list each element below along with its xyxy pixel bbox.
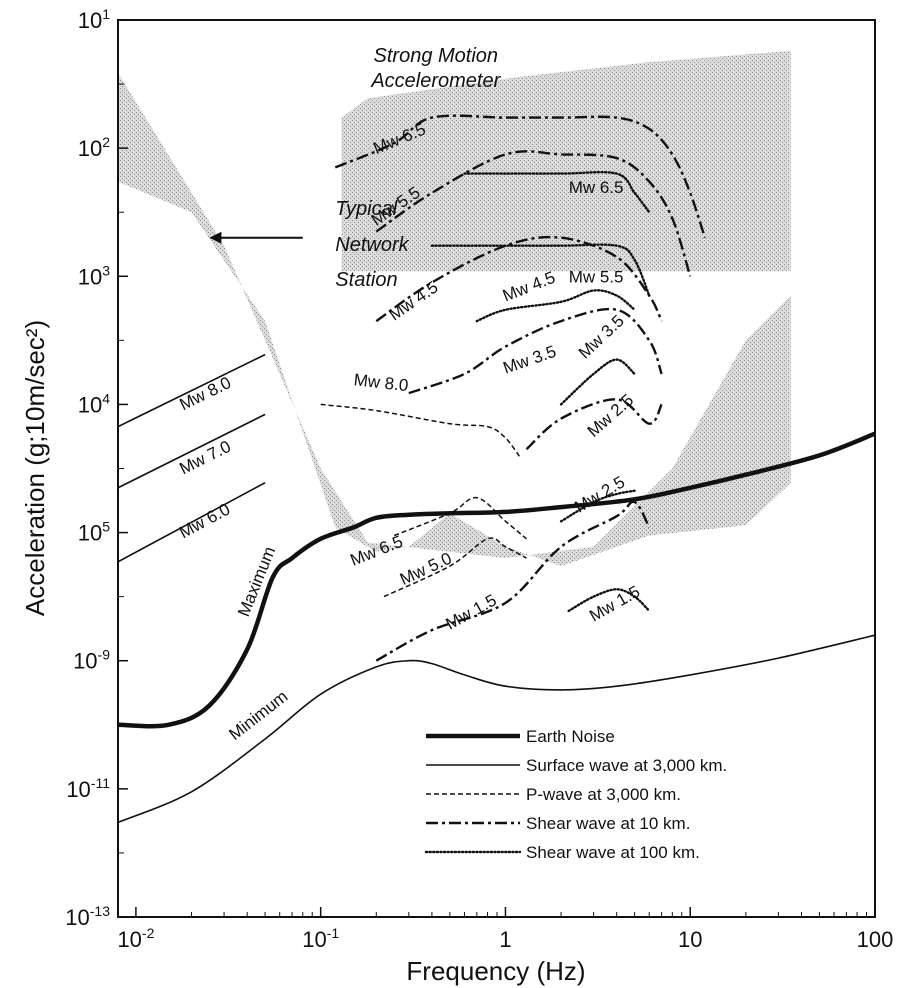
y-tick-label-7: 10-13 bbox=[65, 903, 110, 930]
series-mw-1-5-dotted-17 bbox=[567, 588, 651, 613]
legend-label-2: P-wave at 3,000 km. bbox=[526, 785, 681, 804]
y-tick-label-6: 10-11 bbox=[66, 775, 110, 802]
series-label-16: Mw 2.5 bbox=[571, 472, 628, 516]
legend-label-3: Shear wave at 10 km. bbox=[526, 814, 690, 833]
series-mw-5-5-dotted-13 bbox=[430, 243, 651, 297]
x-tick-label-3: 10 bbox=[678, 927, 702, 952]
noise-curve-minimum bbox=[118, 634, 875, 824]
y-tick-label-0: 101 bbox=[78, 6, 110, 33]
series-label-11: Mw 1.5 bbox=[443, 591, 500, 634]
arrow-head bbox=[209, 231, 222, 244]
series-mw-6-0-solid-2 bbox=[118, 481, 266, 563]
series-mw-1-5-dashdot-11 bbox=[375, 500, 651, 662]
legend-label-1: Surface wave at 3,000 km. bbox=[526, 756, 727, 775]
y-tick-label-1: 102 bbox=[78, 134, 110, 161]
y-tick-label-5: 10-9 bbox=[73, 647, 110, 674]
annotation-strong-motion: Strong Motion bbox=[374, 45, 499, 67]
axes: 10-2 10-1 1 10 10010110210310410510-910-1110… bbox=[65, 6, 893, 952]
y-tick-label-2: 103 bbox=[78, 262, 110, 289]
series-mw-4-5-dotted-14 bbox=[475, 289, 636, 323]
annotation-station: Station bbox=[335, 269, 397, 291]
series-mw-8-0-solid-0 bbox=[118, 353, 266, 428]
series-mw-3-5-dotted-15 bbox=[559, 358, 636, 406]
series-mw-6-5-dashdot-6 bbox=[334, 114, 707, 239]
x-tick-label-4: 100 bbox=[857, 927, 894, 952]
series-mw-4-5-dashdot-8 bbox=[375, 235, 663, 323]
annotation-accelerometer: Accelerometer bbox=[370, 70, 501, 92]
series-mw-5-5-dashdot-7 bbox=[375, 150, 692, 277]
series-label-12: Mw 6.5 bbox=[569, 178, 624, 197]
series-label-3: Mw 8.0 bbox=[353, 370, 410, 395]
series-label-15: Mw 3.5 bbox=[575, 311, 628, 362]
series-mw-5-0-dashed-5 bbox=[383, 537, 527, 598]
series-mw-6-5-dashed-4 bbox=[393, 496, 527, 540]
x-tick-label-1: 10-1 bbox=[302, 925, 339, 952]
series-label-10: Mw 2.5 bbox=[584, 390, 638, 441]
legend: Earth Noise Surface wave at 3,000 km. P-wa… bbox=[424, 727, 727, 862]
series-mw-2-5-dashdot-10 bbox=[525, 398, 663, 451]
series-label-5: Mw 5.0 bbox=[397, 549, 455, 589]
x-tick-label-2: 1 bbox=[499, 927, 511, 952]
annotation-minimum: Minimum bbox=[225, 687, 291, 744]
series-mw-3-5-dashdot-9 bbox=[408, 307, 663, 395]
series-label-13: Mw 5.5 bbox=[569, 268, 624, 287]
series-mw-8-0-dashed-3 bbox=[320, 403, 521, 458]
earth-noise-curves bbox=[118, 431, 875, 824]
wave-series bbox=[118, 114, 707, 662]
series-label-1: Mw 7.0 bbox=[176, 437, 234, 478]
noise-curve-maximum bbox=[118, 431, 875, 729]
series-label-9: Mw 3.5 bbox=[501, 342, 559, 378]
annotation-typical: Typical bbox=[335, 198, 397, 220]
y-axis-title: Acceleration (g;10m/sec²) bbox=[20, 320, 50, 616]
series-label-0: Mw 8.0 bbox=[177, 373, 235, 414]
series-label-14: Mw 4.5 bbox=[500, 268, 558, 306]
region-strong-motion-accelerometer bbox=[341, 50, 791, 272]
y-tick-label-3: 104 bbox=[78, 390, 110, 417]
y-tick-label-4: 105 bbox=[78, 519, 110, 546]
annotation-network: Network bbox=[335, 234, 409, 256]
series-mw-7-0-solid-1 bbox=[118, 413, 266, 489]
legend-label-4: Shear wave at 100 km. bbox=[526, 843, 700, 862]
region-typical-network-station bbox=[118, 72, 791, 567]
series-mw-6-5-dotted-12 bbox=[463, 170, 651, 214]
series-label-2: Mw 6.0 bbox=[176, 500, 233, 543]
x-tick-label-0: 10-2 bbox=[117, 925, 154, 952]
legend-label-0: Earth Noise bbox=[526, 727, 615, 746]
shaded-regions bbox=[118, 50, 791, 567]
series-mw-2-5-dotted-16 bbox=[559, 489, 636, 523]
x-axis-title: Frequency (Hz) bbox=[406, 956, 585, 986]
